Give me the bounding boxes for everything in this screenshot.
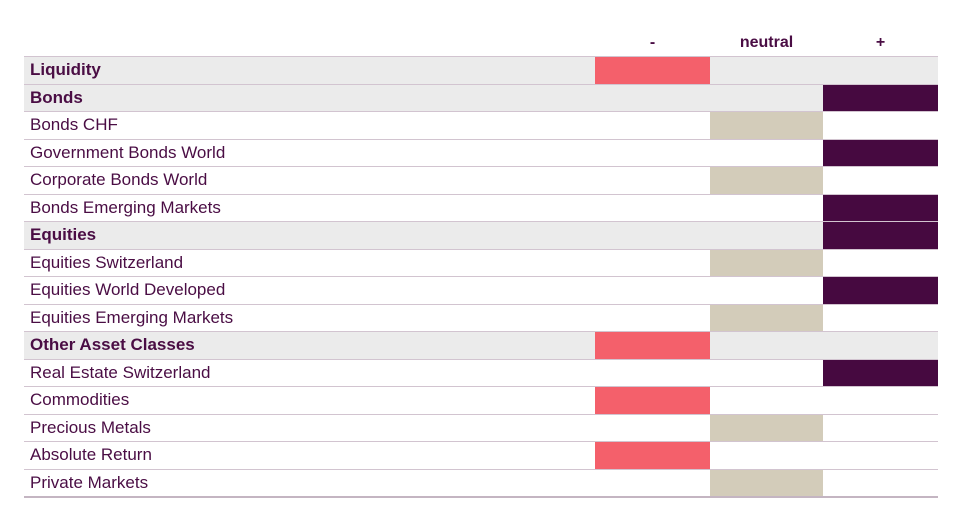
allocation-bar-minus xyxy=(595,332,710,359)
row-label: Precious Metals xyxy=(30,417,151,437)
allocation-bar-plus xyxy=(823,194,938,221)
allocation-bar-neutral xyxy=(710,112,823,139)
table-row: Government Bonds World xyxy=(24,138,938,166)
row-label: Equities Switzerland xyxy=(30,252,184,272)
column-header-neutral: neutral xyxy=(739,34,794,51)
table-row: Commodities xyxy=(24,386,938,414)
row-label: Real Estate Switzerland xyxy=(30,362,211,382)
table-row: Corporate Bonds World xyxy=(24,166,938,194)
allocation-bar-neutral xyxy=(710,249,823,276)
allocation-bar-plus xyxy=(823,359,938,386)
allocation-bar-minus xyxy=(595,387,710,414)
row-label: Commodities xyxy=(30,390,130,410)
table-row: Private Markets xyxy=(24,468,938,496)
table-row: Equities World Developed xyxy=(24,276,938,304)
allocation-bar-neutral xyxy=(710,167,823,194)
row-label: Absolute Return xyxy=(30,445,152,465)
row-label: Equities Emerging Markets xyxy=(30,307,234,327)
allocation-bar-neutral xyxy=(710,304,823,331)
allocation-bar-minus xyxy=(595,442,710,469)
section-row: Equities xyxy=(24,221,938,249)
section-row: Other Asset Classes xyxy=(24,331,938,359)
row-label: Private Markets xyxy=(30,472,149,492)
section-row: Liquidity xyxy=(24,56,938,84)
allocation-bar-plus xyxy=(823,277,938,304)
column-headers: - neutral + xyxy=(595,31,938,55)
table-row: Bonds Emerging Markets xyxy=(24,193,938,221)
row-label: Bonds xyxy=(30,87,83,107)
table-row: Bonds CHF xyxy=(24,111,938,139)
table-row: Equities Switzerland xyxy=(24,248,938,276)
row-label: Liquidity xyxy=(30,60,101,80)
row-label: Other Asset Classes xyxy=(30,335,195,355)
allocation-bar-plus xyxy=(823,222,938,249)
table-row: Equities Emerging Markets xyxy=(24,303,938,331)
column-header-plus: + xyxy=(875,34,886,51)
row-label: Bonds CHF xyxy=(30,115,118,135)
row-label: Bonds Emerging Markets xyxy=(30,197,221,217)
row-label: Corporate Bonds World xyxy=(30,170,208,190)
table-row: Real Estate Switzerland xyxy=(24,358,938,386)
allocation-bar-neutral xyxy=(710,414,823,441)
table-row: Absolute Return xyxy=(24,441,938,469)
column-header-minus: - xyxy=(649,34,656,51)
section-row: Bonds xyxy=(24,83,938,111)
allocation-bar-plus xyxy=(823,84,938,111)
allocation-bar-plus xyxy=(823,139,938,166)
row-label: Equities xyxy=(30,225,97,245)
table-row: Precious Metals xyxy=(24,413,938,441)
row-label: Equities World Developed xyxy=(30,280,226,300)
allocation-table: Liquidity Bonds Bonds CHF Government Bonds … xyxy=(24,56,938,498)
allocation-bar-neutral xyxy=(710,469,823,496)
row-label: Government Bonds World xyxy=(30,142,226,162)
allocation-bar-minus xyxy=(595,57,710,84)
